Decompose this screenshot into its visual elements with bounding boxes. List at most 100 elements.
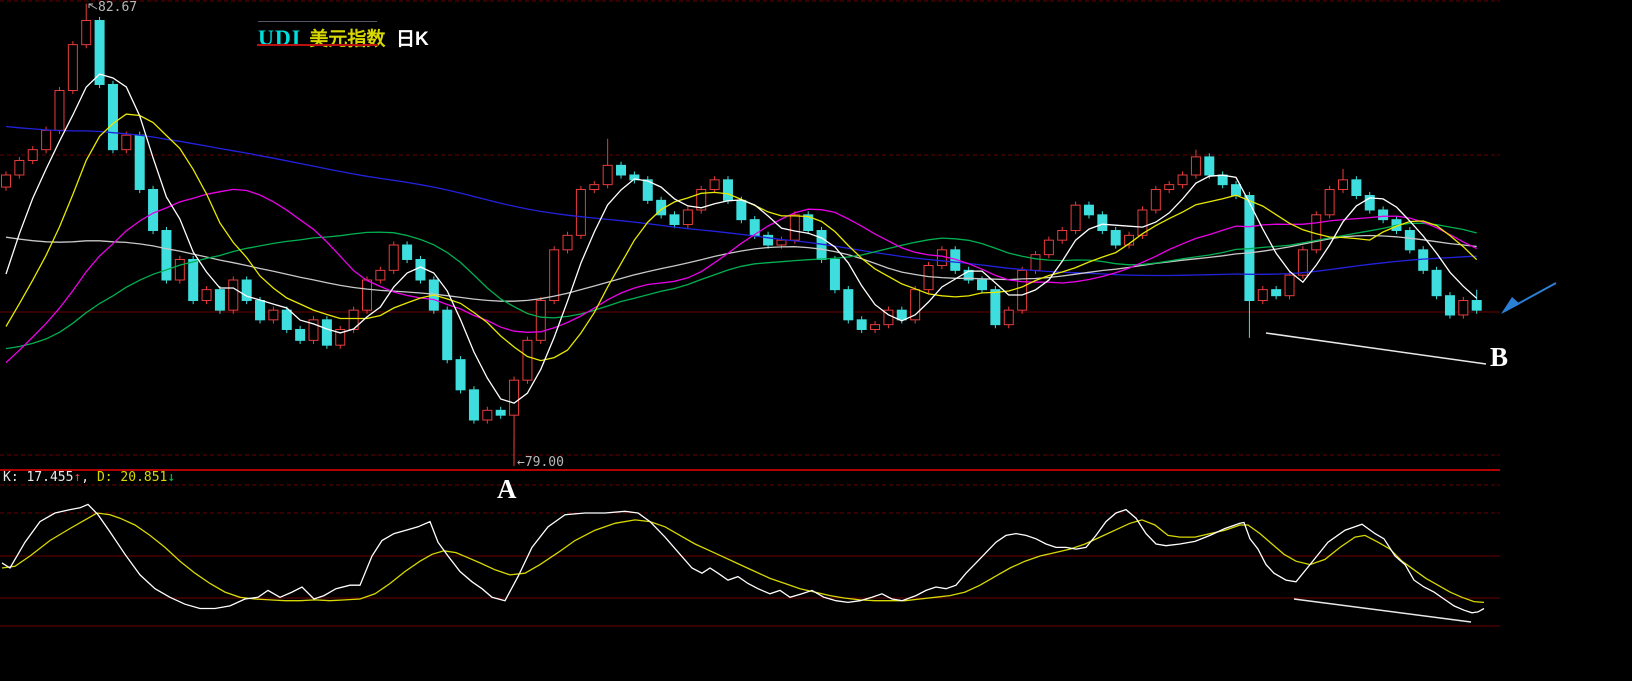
ma-line-20: [5, 188, 1477, 364]
down-candle-body: [1378, 209, 1389, 221]
low-price-label: ←79.00: [517, 455, 564, 470]
title-overline: [258, 21, 377, 22]
up-candle-body: [201, 289, 212, 302]
up-candle-body: [174, 258, 185, 281]
up-candle-body: [81, 20, 92, 46]
down-candle-body: [1231, 184, 1242, 197]
down-candle-body: [963, 269, 974, 281]
up-candle-body: [936, 249, 947, 267]
kdj-layer: [1, 503, 1485, 614]
up-candle-body: [589, 184, 600, 190]
down-candle-body: [856, 319, 867, 330]
down-candle-body: [241, 279, 252, 302]
up-candle-body: [121, 134, 132, 151]
up-candle-body: [1017, 269, 1028, 311]
up-candle-body: [54, 90, 65, 131]
kdj-trendline: [1293, 598, 1472, 623]
k-value: 17.455: [26, 470, 74, 485]
down-candle-body: [829, 258, 840, 291]
down-candle-body: [442, 309, 453, 361]
down-candle-body: [321, 319, 332, 346]
down-candle-body: [468, 389, 479, 421]
kdj-readout: K: 17.455↑, D: 20.851↓: [3, 471, 175, 484]
down-candle-body: [669, 214, 680, 225]
down-candle-body: [896, 309, 907, 321]
up-candle-body: [910, 289, 921, 321]
ma-line-5: [5, 73, 1478, 404]
down-candle-body: [1204, 156, 1215, 176]
ma-lines-layer: [5, 73, 1478, 404]
point-a-label: A: [497, 474, 517, 504]
up-candle-body: [375, 269, 386, 281]
up-candle-body: [709, 179, 720, 190]
chart-title: UDI 美元指数: [258, 24, 385, 51]
down-candle-body: [642, 179, 653, 201]
up-candle-body: [335, 328, 346, 346]
up-candle-body: [789, 214, 800, 241]
up-candle-body: [1150, 188, 1161, 211]
down-candle-body: [803, 214, 814, 232]
symbol-name: 美元指数: [309, 29, 386, 50]
up-candle-body: [27, 149, 38, 162]
period-label[interactable]: 日K: [396, 29, 429, 50]
down-candle-body: [415, 258, 426, 281]
k-up-arrow-icon: ↑: [73, 470, 82, 485]
high-price-label: 82.67: [98, 0, 138, 15]
down-candle-body: [1364, 195, 1375, 211]
title-underline: [257, 44, 378, 46]
gridlines: [0, 0, 1500, 627]
up-candle-body: [1057, 230, 1068, 241]
up-candle-body: [1070, 204, 1081, 232]
kdj-d-line: [1, 512, 1485, 604]
up-candle-body: [268, 309, 279, 321]
down-candle-body: [107, 83, 118, 151]
ma-line-30: [5, 222, 1477, 350]
main-trendline: [1265, 332, 1487, 365]
down-candle-body: [1404, 230, 1415, 251]
down-candle-body: [629, 174, 640, 181]
up-candle-body: [1458, 300, 1469, 316]
point-b-label: B: [1490, 342, 1509, 372]
down-candle-body: [1471, 300, 1482, 311]
up-candle-body: [1324, 188, 1335, 216]
d-label: D:: [96, 470, 121, 485]
up-candle-body: [1003, 309, 1014, 326]
down-candle-body: [722, 179, 733, 201]
annotation-layer: [88, 3, 1557, 623]
up-candle-body: [682, 209, 693, 225]
up-candle-body: [522, 339, 533, 381]
up-candle-body: [1297, 249, 1308, 276]
down-candle-body: [977, 279, 988, 291]
up-candle-body: [923, 265, 934, 291]
up-candle-body: [696, 188, 707, 211]
blue-arrow-head-icon: [1501, 297, 1520, 314]
high-callout-arrowhead: [88, 3, 93, 8]
up-candle-body: [1043, 239, 1054, 256]
down-candle-body: [736, 199, 747, 221]
ma-line-10: [5, 113, 1478, 362]
up-candle-body: [308, 319, 319, 341]
down-candle-body: [616, 164, 627, 176]
down-candle-body: [1271, 289, 1282, 297]
up-candle-body: [1030, 254, 1041, 271]
up-candle-body: [535, 300, 546, 341]
up-candle-body: [361, 279, 372, 311]
down-candle-body: [134, 134, 145, 190]
up-candle-body: [1338, 179, 1348, 190]
down-candle-body: [990, 289, 1001, 326]
down-candle-body: [1110, 230, 1121, 246]
down-candle-body: [495, 409, 506, 416]
up-candle-body: [67, 44, 78, 92]
up-candle-body: [1190, 156, 1201, 176]
up-candle-body: [1177, 174, 1188, 186]
down-candle-body: [1351, 179, 1362, 197]
down-candle-body: [763, 234, 774, 246]
k-label: K:: [3, 470, 27, 485]
down-candle-body: [749, 219, 760, 236]
up-candle-body: [388, 244, 399, 271]
down-candle-body: [281, 309, 292, 330]
down-candle-body: [255, 300, 266, 321]
up-candle-body: [1, 174, 11, 188]
